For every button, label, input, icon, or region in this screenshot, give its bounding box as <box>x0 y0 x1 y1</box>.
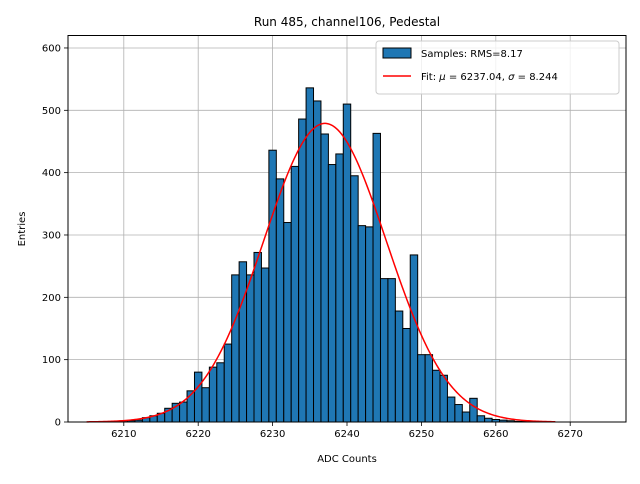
y-tick-label: 100 <box>42 355 61 366</box>
y-axis-ticks: 0 100 200 300 400 500 600 <box>42 43 68 429</box>
legend-fit-sigma-symbol: σ <box>508 72 515 83</box>
legend-samples-label: Samples: RMS=8.17 <box>421 49 523 60</box>
gaussian-fit-curve <box>86 122 556 423</box>
y-tick-label: 0 <box>55 418 61 429</box>
histogram-bar <box>402 327 411 423</box>
x-tick-label: 6210 <box>111 429 136 440</box>
y-tick-label: 400 <box>42 168 61 179</box>
histogram-bar <box>320 133 329 423</box>
histogram-bar <box>313 100 322 423</box>
legend-fit-prefix: Fit: <box>421 72 439 83</box>
histogram-bar <box>298 118 307 423</box>
histogram-bar <box>372 132 381 423</box>
legend-fit-label: Fit: μ = 6237.04, σ = 8.244 <box>421 72 558 83</box>
legend-box <box>375 40 620 95</box>
histogram-bar <box>231 274 240 423</box>
histogram-bar <box>238 261 248 423</box>
histogram-bar <box>476 415 486 423</box>
histogram-bar <box>432 369 441 423</box>
histogram-bar <box>216 362 225 423</box>
histogram-bar <box>253 251 262 423</box>
histogram-bar <box>469 397 478 423</box>
histogram-bar <box>439 374 448 423</box>
histogram-bar <box>484 417 493 423</box>
histogram-bar <box>387 278 396 423</box>
y-tick-label: 500 <box>42 106 61 117</box>
histogram-bar <box>424 354 434 423</box>
histogram-bar <box>357 225 367 423</box>
histogram-bar <box>461 411 471 423</box>
histogram-bar <box>201 387 210 423</box>
x-tick-label: 6220 <box>185 429 210 440</box>
x-tick-label: 6240 <box>334 429 359 440</box>
histogram-bar <box>394 310 404 423</box>
histogram-bar <box>305 87 315 423</box>
histogram-bar <box>379 278 389 423</box>
histogram-bar <box>417 354 426 423</box>
histogram-bar <box>283 222 292 423</box>
y-tick-label: 200 <box>42 293 61 304</box>
histogram-bar <box>223 343 233 423</box>
histogram-bars <box>112 87 530 423</box>
histogram-bar <box>454 404 463 423</box>
histogram-bar <box>208 366 218 423</box>
chart-title: Run 485, channel106, Pedestal <box>254 15 440 29</box>
histogram-bar <box>275 178 285 423</box>
histogram-bar <box>365 226 374 423</box>
y-tick-label: 600 <box>42 43 61 54</box>
histogram-bar <box>327 164 337 423</box>
y-axis-label: Entries <box>17 212 28 247</box>
x-tick-label: 6250 <box>409 429 434 440</box>
legend-fit-mu-symbol: μ <box>438 72 445 83</box>
x-tick-label: 6230 <box>260 429 285 440</box>
legend-bar-swatch <box>382 47 412 59</box>
histogram-bar <box>446 396 456 423</box>
histogram-bar <box>409 254 419 423</box>
legend: Samples: RMS=8.17 Fit: μ = 6237.04, σ = … <box>375 40 620 95</box>
y-tick-label: 300 <box>42 230 61 241</box>
histogram-bar <box>260 267 270 423</box>
x-axis-label: ADC Counts <box>317 454 377 465</box>
x-tick-label: 6270 <box>557 429 582 440</box>
histogram-bar <box>193 371 203 423</box>
histogram-bar <box>350 175 359 423</box>
histogram-bar <box>342 103 352 423</box>
x-axis-ticks: 6210 6220 6230 6240 6250 6260 6270 <box>111 422 583 440</box>
x-tick-label: 6260 <box>483 429 508 440</box>
histogram-bar <box>246 274 255 423</box>
histogram-bar <box>335 153 344 423</box>
legend-fit-mu-value: = 6237.04, <box>446 72 508 83</box>
histogram-bar <box>268 149 277 423</box>
legend-fit-sigma-value: = 8.244 <box>514 72 557 83</box>
histogram-bar <box>290 165 300 423</box>
histogram-bar <box>179 401 188 423</box>
